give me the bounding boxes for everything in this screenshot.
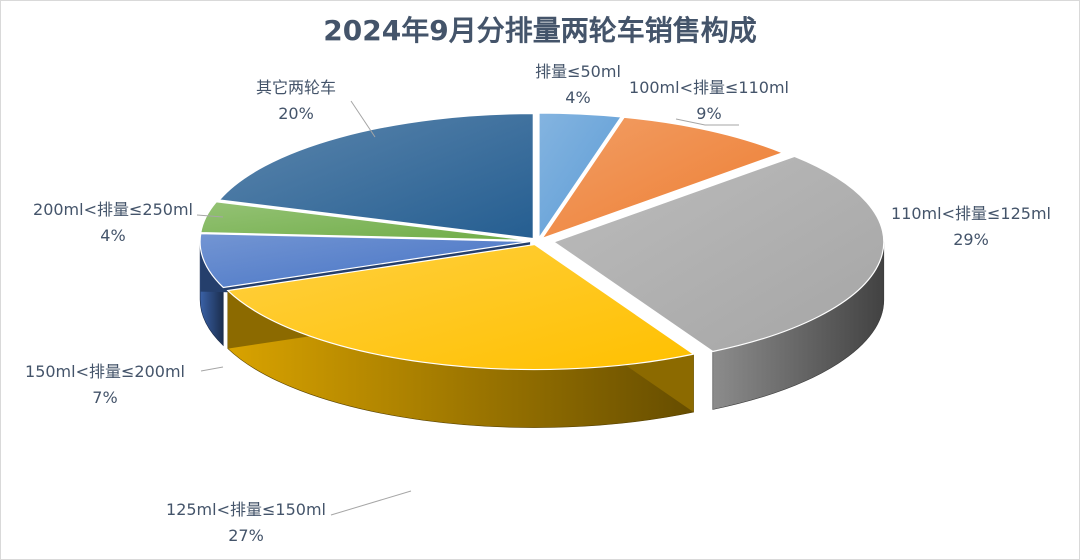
slice-value-0: 4%: [565, 88, 590, 107]
slice-4: [199, 233, 531, 289]
chart-title: 2024年9月分排量两轮车销售构成: [323, 14, 757, 47]
slice-value-2: 29%: [953, 230, 989, 249]
slice-label-1: 100ml<排量≤110ml: [629, 78, 789, 97]
slice-1: [540, 116, 785, 240]
leader-line-1: [675, 118, 739, 126]
slice-value-1: 9%: [696, 104, 721, 123]
slice-label-5: 200ml<排量≤250ml: [33, 200, 193, 219]
slice-value-5: 4%: [100, 226, 125, 245]
slice-2: [552, 155, 885, 353]
leader-line-5: [196, 214, 224, 218]
slice-value-3: 27%: [228, 526, 264, 545]
slice-value-4: 7%: [92, 388, 117, 407]
slice-0: [538, 112, 623, 240]
slice-label-0: 排量≤50ml: [535, 62, 621, 81]
slice-value-6: 20%: [278, 104, 314, 123]
leader-line-4: [200, 366, 224, 372]
slice-3: [226, 243, 696, 371]
leader-line-6: [350, 100, 376, 138]
leader-line-3: [330, 490, 412, 516]
slice-label-3: 125ml<排量≤150ml: [166, 500, 326, 519]
slice-5: [200, 201, 531, 242]
slice-6: [218, 112, 534, 240]
slice-label-2: 110ml<排量≤125ml: [891, 204, 1051, 223]
slice-label-4: 150ml<排量≤200ml: [25, 362, 185, 381]
slice-label-6: 其它两轮车: [256, 78, 336, 97]
